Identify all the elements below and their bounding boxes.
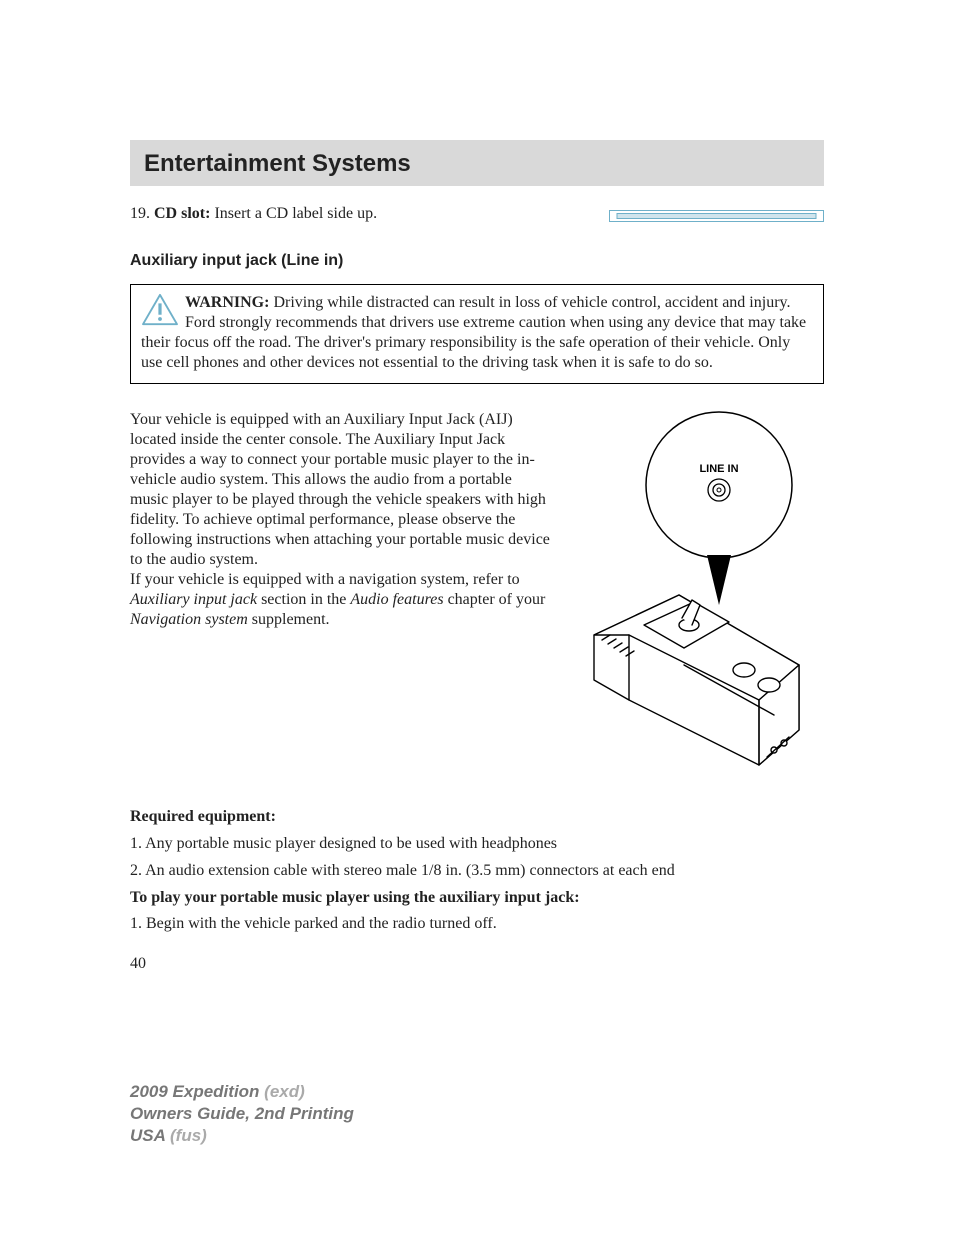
footer-region-code: (fus) [170,1126,207,1145]
cd-slot-text: 19. CD slot: Insert a CD label side up. [130,204,585,224]
line-in-label: LINE IN [699,463,738,475]
cd-slot-icon [609,210,824,222]
aux-heading: Auxiliary input jack (Line in) [130,252,824,270]
footer-model-code: (exd) [264,1082,305,1101]
aux-p2b: section in the [257,591,350,608]
aux-p2c: chapter of your [444,591,546,608]
cd-slot-row: 19. CD slot: Insert a CD label side up. [130,204,824,224]
req-item-2: 2. An audio extension cable with stereo … [130,861,824,882]
required-equipment-heading: Required equipment: [130,808,824,826]
line-in-diagram-icon: LINE IN [574,410,824,780]
page-number: 40 [130,955,824,973]
aux-para1: Your vehicle is equipped with an Auxilia… [130,411,550,568]
footer-model: 2009 Expedition [130,1082,264,1101]
footer-block: 2009 Expedition (exd) Owners Guide, 2nd … [130,1081,354,1147]
play-heading: To play your portable music player using… [130,888,824,909]
section-title: Entertainment Systems [144,150,810,178]
aux-p2-i3: Navigation system [130,611,248,628]
cd-item-number: 19. [130,205,150,222]
warning-box: WARNING: Driving while distracted can re… [130,284,824,384]
cd-label: CD slot: [154,205,210,222]
aux-p2-i2: Audio features [350,591,443,608]
req-item-1: 1. Any portable music player designed to… [130,834,824,855]
play-step-1: 1. Begin with the vehicle parked and the… [130,914,824,935]
footer-guide: Owners Guide, 2nd Printing [130,1103,354,1125]
aux-description-row: Your vehicle is equipped with an Auxilia… [130,410,824,780]
aux-description-text: Your vehicle is equipped with an Auxilia… [130,410,554,780]
footer-region: USA [130,1126,170,1145]
warning-triangle-icon [141,293,179,327]
section-header-band: Entertainment Systems [130,140,824,186]
cd-desc: Insert a CD label side up. [214,205,377,222]
aux-p2d: supplement. [248,611,330,628]
warning-label: WARNING: [185,294,269,311]
aux-p2a: If your vehicle is equipped with a navig… [130,571,520,588]
aux-p2-i1: Auxiliary input jack [130,591,257,608]
